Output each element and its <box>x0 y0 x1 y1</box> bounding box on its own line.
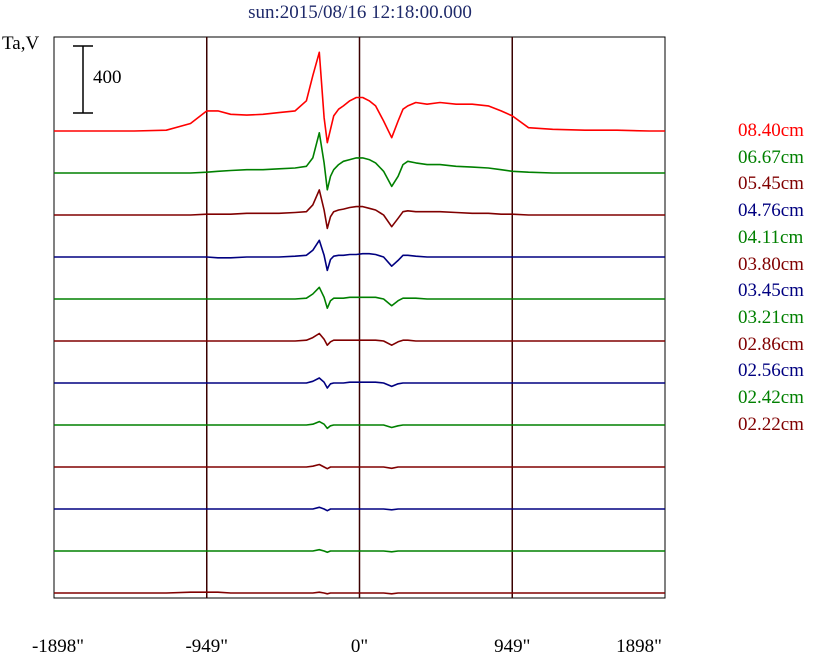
legend-item: 02.42cm <box>738 387 804 409</box>
x-tick-label: 949" <box>494 636 531 657</box>
series-line-03.45cm <box>54 377 665 389</box>
series-line-03.80cm <box>54 332 665 347</box>
series-line-02.42cm <box>54 548 665 554</box>
x-tick-label: 1898" <box>616 636 662 657</box>
legend-item: 06.67cm <box>738 146 804 168</box>
x-tick-label: 0" <box>350 636 369 657</box>
series-line-08.40cm <box>54 51 665 144</box>
legend-item: 02.22cm <box>738 413 804 435</box>
series-line-02.56cm <box>54 506 665 512</box>
series-line-03.21cm <box>54 420 665 430</box>
legend: 08.40cm 06.67cm 05.45cm 04.76cm 04.11cm 03.80… <box>738 118 804 438</box>
legend-item: 03.21cm <box>738 306 804 328</box>
legend-item: 02.86cm <box>738 333 804 355</box>
series-line-05.45cm <box>54 189 665 230</box>
legend-item: 05.45cm <box>738 173 804 195</box>
series-line-04.11cm <box>54 286 665 310</box>
series-line-02.22cm <box>54 591 665 595</box>
legend-item: 04.76cm <box>738 200 804 222</box>
x-tick-label: -1898" <box>31 636 85 657</box>
scale-bar-label: 400 <box>93 67 122 88</box>
chart-title: sun:2015/08/16 12:18:00.000 <box>248 2 472 23</box>
legend-item: 04.11cm <box>738 226 804 248</box>
legend-item: 03.45cm <box>738 280 804 302</box>
series-line-02.86cm <box>54 463 665 470</box>
series-line-04.76cm <box>54 239 665 272</box>
scale-bar <box>73 45 93 114</box>
legend-item: 02.56cm <box>738 360 804 382</box>
series-lines <box>54 51 665 595</box>
legend-item: 08.40cm <box>738 120 804 141</box>
legend-item: 03.80cm <box>738 253 804 275</box>
vertical-markers <box>206 37 513 598</box>
series-line-06.67cm <box>54 132 665 191</box>
x-tick-label: -949" <box>185 636 229 657</box>
y-axis-label: Ta,V <box>2 33 40 54</box>
